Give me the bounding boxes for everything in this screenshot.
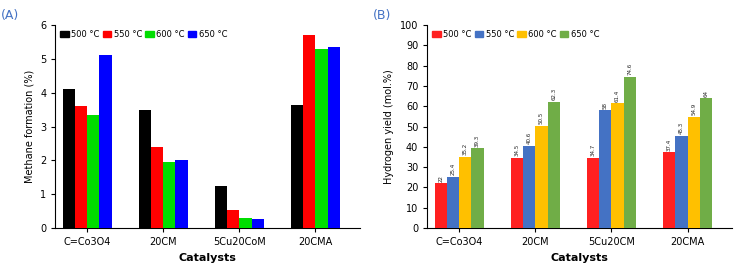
Bar — [164, 162, 175, 228]
Bar — [99, 56, 112, 228]
Bar — [587, 158, 599, 228]
Bar — [548, 102, 559, 228]
Bar — [227, 211, 239, 228]
Y-axis label: Hydrogen yield (mol.%): Hydrogen yield (mol.%) — [384, 69, 394, 184]
Bar — [460, 157, 471, 228]
Bar — [291, 105, 303, 228]
Text: 37.4: 37.4 — [667, 138, 672, 150]
Bar — [471, 148, 484, 228]
Bar — [435, 183, 447, 228]
Y-axis label: Methane formation (%): Methane formation (%) — [24, 70, 35, 183]
Bar — [175, 160, 188, 228]
Text: 54.9: 54.9 — [691, 103, 696, 115]
Bar — [215, 186, 227, 228]
Text: 35.2: 35.2 — [463, 143, 468, 155]
Text: 61.4: 61.4 — [615, 89, 620, 102]
Bar — [447, 176, 460, 228]
Bar — [63, 89, 75, 228]
Bar — [599, 110, 611, 228]
Text: 74.6: 74.6 — [628, 63, 632, 75]
Bar — [252, 219, 263, 228]
Text: 34.7: 34.7 — [591, 144, 596, 156]
Bar — [624, 77, 636, 228]
Legend: 500 °C, 550 °C, 600 °C, 650 °C: 500 °C, 550 °C, 600 °C, 650 °C — [59, 29, 228, 40]
Bar — [687, 117, 700, 228]
Text: 45.3: 45.3 — [679, 122, 684, 134]
Text: 50.5: 50.5 — [539, 112, 544, 124]
Bar — [239, 218, 252, 228]
Bar — [663, 152, 676, 228]
Text: 22: 22 — [439, 175, 443, 182]
Bar — [511, 158, 523, 228]
Text: 25.4: 25.4 — [451, 163, 456, 175]
Text: (B): (B) — [372, 9, 391, 22]
Bar — [139, 110, 151, 228]
Bar — [611, 104, 624, 228]
Text: 39.3: 39.3 — [475, 134, 480, 147]
Bar — [328, 47, 340, 228]
Text: 40.6: 40.6 — [527, 132, 532, 144]
Bar — [75, 106, 87, 228]
Bar — [315, 49, 328, 228]
Text: 34.5: 34.5 — [514, 144, 519, 156]
Text: 64: 64 — [703, 89, 708, 96]
Bar — [535, 125, 548, 228]
Text: 62.3: 62.3 — [551, 88, 556, 100]
X-axis label: Catalysts: Catalysts — [178, 253, 236, 263]
Bar — [523, 146, 535, 228]
Bar — [151, 147, 164, 228]
Bar — [700, 98, 712, 228]
Legend: 500 °C, 550 °C, 600 °C, 650 °C: 500 °C, 550 °C, 600 °C, 650 °C — [431, 29, 600, 40]
X-axis label: Catalysts: Catalysts — [551, 253, 608, 263]
Bar — [87, 115, 99, 228]
Bar — [303, 35, 315, 228]
Bar — [676, 136, 687, 228]
Text: (A): (A) — [1, 9, 18, 22]
Text: 58: 58 — [603, 102, 608, 109]
